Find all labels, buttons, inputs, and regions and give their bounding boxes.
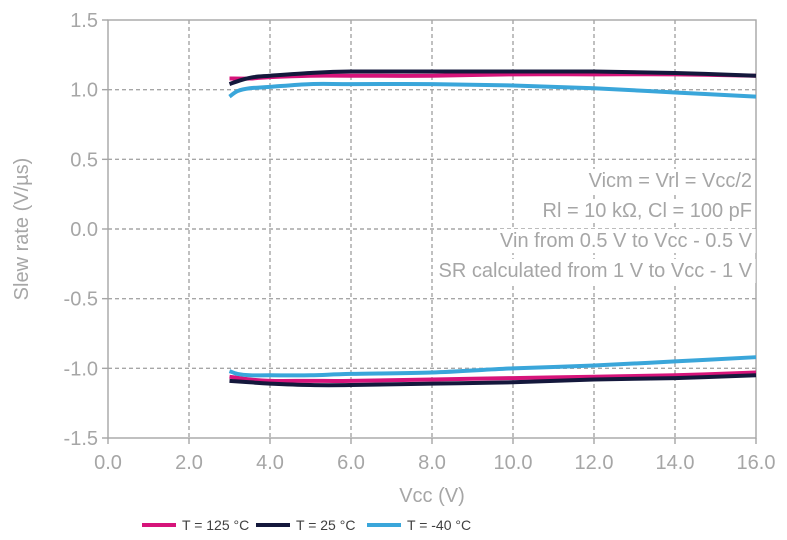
series-line-3-rising [228,81,757,99]
legend-label-3: T = -40 °C [407,517,471,533]
y-tick-label: -0.5 [64,289,98,311]
x-tick-label: 2.0 [175,452,203,474]
y-tick-label: 1.0 [70,80,98,102]
legend-label-1: T = 125 °C [182,517,249,533]
x-tick-label: 10.0 [494,452,533,474]
y-tick-label: 1.5 [70,10,98,32]
x-tick-label: 4.0 [256,452,284,474]
y-axis-title: Slew rate (V/µs) [11,158,33,301]
annotation-text: Vicm = Vrl = Vcc/2 [589,170,752,192]
annotation-text: Vin from 0.5 V to Vcc - 0.5 V [500,230,753,252]
y-tick-label: 0.5 [70,149,98,171]
annotation-text: SR calculated from 1 V to Vcc - 1 V [439,260,753,282]
x-tick-label: 0.0 [94,452,122,474]
y-tick-label: 0.0 [70,219,98,241]
x-tick-label: 16.0 [737,452,776,474]
annotations: Vicm = Vrl = Vcc/2 Rl = 10 kΩ, Cl = 100 p… [435,169,756,283]
series-line-2-falling [229,373,757,388]
annotation-background [497,229,756,253]
series-lines [228,69,757,388]
annotation-background [585,169,755,193]
legend-label-2: T = 25 °C [296,517,355,533]
plot-border [107,19,757,439]
annotation-text: Rl = 10 kΩ, Cl = 100 pF [543,200,753,222]
x-tick-label: 8.0 [418,452,446,474]
axes: 0.0 2.0 4.0 6.0 8.0 10.0 12.0 14.0 16.0 1.5 1.0 0.5… [64,10,776,474]
series-line-1-falling [229,370,757,383]
series-line-3-falling [228,355,757,378]
x-tick-label: 12.0 [575,452,614,474]
x-tick-label: 6.0 [337,452,365,474]
series-line-2-rising [228,69,757,86]
annotation-background [539,199,755,223]
x-tick-label: 14.0 [656,452,695,474]
y-tick-label: -1.5 [64,428,98,450]
x-axis-title: Vcc (V) [399,485,465,507]
annotation-background [435,259,756,283]
y-tick-label: -1.0 [64,358,98,380]
legend: T = 125 °C T = 25 °C T = -40 °C [142,517,471,533]
